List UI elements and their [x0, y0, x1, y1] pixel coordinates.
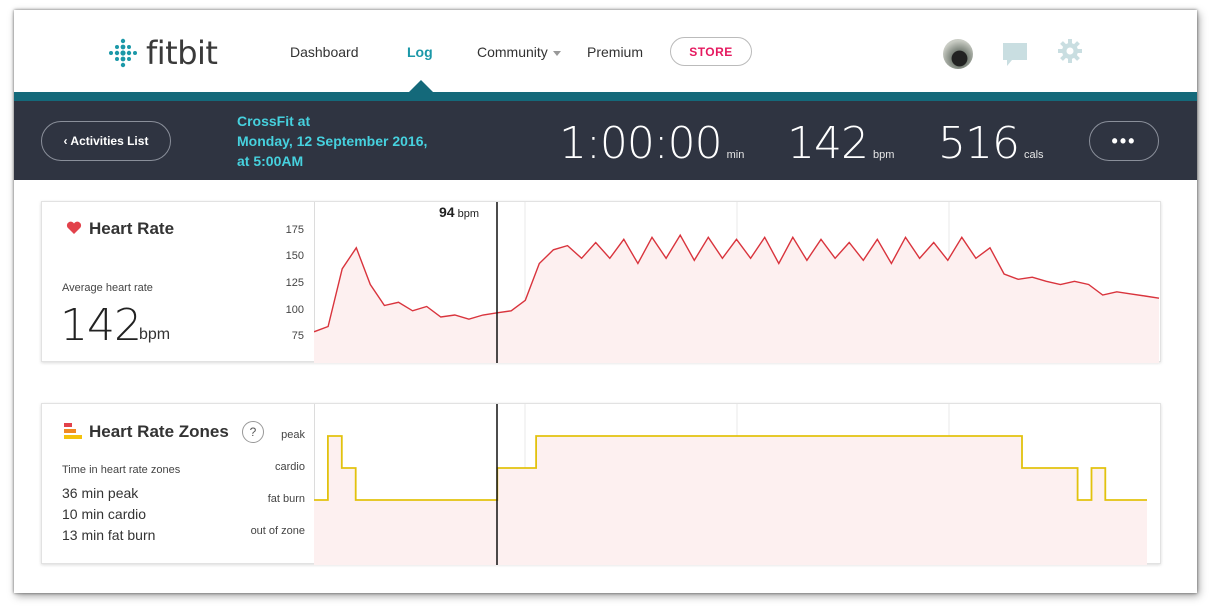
- zone-label-out-of-zone: out of zone: [250, 525, 305, 537]
- heart-rate-zones-chart[interactable]: [314, 404, 1161, 565]
- avatar[interactable]: [943, 39, 973, 69]
- heart-rate-card: Heart Rate Average heart rate 142 bpm 17…: [41, 201, 1161, 363]
- fitbit-dots-icon: [109, 38, 137, 68]
- activity-name: CrossFit at: [237, 113, 311, 129]
- duration-unit: min: [726, 149, 745, 161]
- zone-label-peak: peak: [281, 429, 305, 441]
- more-options-button[interactable]: •••: [1089, 121, 1159, 161]
- y-tick-100: 100: [285, 304, 304, 316]
- app-window: fitbit Dashboard Log Community Premium S…: [14, 10, 1197, 593]
- nav-dashboard[interactable]: Dashboard: [290, 44, 359, 60]
- help-icon[interactable]: ?: [242, 421, 264, 443]
- activity-date: Monday, 12 September 2016,: [237, 133, 428, 149]
- logo-text: fitbit: [146, 34, 218, 72]
- heart-rate-line: [314, 233, 1160, 333]
- activities-list-button[interactable]: ‹ Activities List: [41, 121, 171, 161]
- zone-peak-time: 36 min peak: [62, 485, 139, 501]
- avg-heart-rate-unit: bpm: [139, 326, 171, 343]
- heart-rate-area: [314, 235, 1159, 363]
- fitbit-logo[interactable]: fitbit: [106, 34, 218, 72]
- store-button[interactable]: STORE: [670, 37, 752, 66]
- active-tab-pointer: [409, 80, 433, 92]
- duration-stat: 1:00:00 min: [559, 118, 744, 169]
- activity-title: CrossFit at Monday, 12 September 2016, a…: [237, 111, 427, 171]
- message-icon[interactable]: [1002, 40, 1028, 70]
- zone-label-cardio: cardio: [275, 461, 305, 473]
- cursor-tooltip: 94 bpm: [439, 204, 479, 220]
- activity-time: at 5:00AM: [237, 153, 304, 169]
- duration-value: 1:00:00: [559, 118, 723, 169]
- y-tick-75: 75: [291, 330, 304, 342]
- heart-icon: [66, 221, 82, 234]
- y-tick-125: 125: [285, 277, 304, 289]
- nav-log[interactable]: Log: [407, 44, 433, 60]
- zones-title: Heart Rate Zones: [89, 422, 229, 441]
- heart-rate-value: 142: [787, 118, 869, 169]
- zone-cardio-time: 10 min cardio: [62, 506, 147, 522]
- top-nav: fitbit Dashboard Log Community Premium S…: [14, 10, 1197, 92]
- heart-rate-stat: 142 bpm: [787, 118, 894, 169]
- cursor-unit: bpm: [457, 208, 479, 220]
- nav-community[interactable]: Community: [477, 44, 561, 60]
- calories-unit: cals: [1023, 149, 1044, 161]
- y-tick-175: 175: [285, 224, 304, 236]
- calories-stat: 516 cals: [938, 118, 1044, 169]
- zone-label-fat-burn: fat burn: [267, 493, 305, 505]
- avg-heart-rate-label: Average heart rate: [62, 282, 153, 294]
- time-in-zones-label: Time in heart rate zones: [62, 464, 181, 476]
- heart-rate-title: Heart Rate: [89, 219, 175, 238]
- zones-icon: [64, 423, 82, 439]
- avg-heart-rate-value: 142: [60, 300, 142, 351]
- activity-summary-bar: ‹ Activities List CrossFit at Monday, 12…: [14, 101, 1197, 180]
- zones-line: [314, 435, 1147, 501]
- y-tick-150: 150: [285, 250, 304, 262]
- calories-value: 516: [938, 118, 1020, 169]
- heart-rate-unit: bpm: [872, 149, 895, 161]
- heart-rate-zones-card: Heart Rate Zones ? Time in heart rate zo…: [41, 403, 1161, 565]
- nav-premium[interactable]: Premium: [587, 44, 644, 60]
- cursor-value: 94: [439, 204, 455, 220]
- zone-fat-burn-time: 13 min fat burn: [62, 527, 156, 543]
- heart-rate-chart[interactable]: [314, 202, 1161, 363]
- nav-underline-bar: [14, 92, 1197, 101]
- gear-icon[interactable]: [1057, 38, 1083, 64]
- chevron-down-icon: [552, 50, 561, 56]
- nav-community-label: Community: [477, 44, 548, 60]
